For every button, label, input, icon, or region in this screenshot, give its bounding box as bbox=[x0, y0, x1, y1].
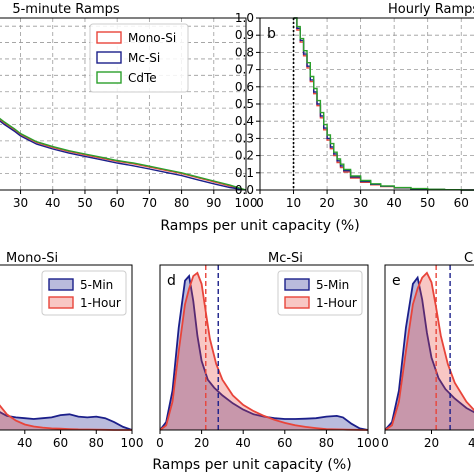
y-tick-label: 1.0 bbox=[235, 11, 254, 25]
legend-swatch-mc-si bbox=[96, 51, 122, 64]
title-mono-si: Mono-Si bbox=[6, 251, 58, 266]
x-tick-label: 70 bbox=[142, 196, 157, 210]
series-line-5-min bbox=[384, 275, 474, 431]
title-5min: 5-minute Ramps bbox=[12, 2, 120, 17]
x-tick-label: 100 bbox=[235, 196, 258, 210]
y-tick-label: 0.6 bbox=[235, 80, 254, 94]
x-tick-label: 100 bbox=[121, 436, 144, 450]
x-tick-label: 80 bbox=[89, 436, 104, 450]
y-tick-label: 0.3 bbox=[235, 131, 254, 145]
panel-letter: e bbox=[392, 273, 401, 289]
x-tick-label: 60 bbox=[53, 436, 68, 450]
legend-label-5-min: 5-Min bbox=[80, 278, 113, 292]
plot-frame bbox=[159, 264, 369, 431]
legend-swatch-mono-si bbox=[96, 31, 122, 44]
panel-hourly-cdf: 0 10 20 30 40 50 60 0.0 0.1 0.2 0.3 0.4 0.5 0.6 0.7 0.8… bbox=[235, 11, 474, 210]
series-line-1-hour bbox=[384, 271, 474, 431]
legend-box bbox=[41, 270, 127, 316]
x-tick-label: 10 bbox=[286, 196, 301, 210]
series-line-cdte bbox=[0, 117, 247, 191]
legend-swatch-1-hour bbox=[284, 296, 310, 309]
x-tick-label: 40 bbox=[45, 196, 60, 210]
plot-frame bbox=[0, 264, 133, 431]
y-tick-label: 0.0 bbox=[235, 183, 254, 197]
x-tick-label: 30 bbox=[13, 196, 28, 210]
x-tick-label: 40( bbox=[468, 436, 474, 450]
legend-label-1-hour: 1-Hour bbox=[316, 296, 357, 310]
x-tick-label: 50 bbox=[420, 196, 435, 210]
xlabel-bottom: Ramps per unit capacity (%) bbox=[152, 457, 351, 473]
legend-box bbox=[277, 270, 363, 316]
xlabel-top: Ramps per unit capacity (%) bbox=[160, 218, 359, 234]
series-fill-1-hour bbox=[0, 405, 132, 430]
plot-frame bbox=[0, 17, 247, 191]
legend-label-cdte: CdTe bbox=[128, 71, 157, 85]
panel-5min-cdf: 30 40 50 60 70 80 90 100 Mono-Si Mc-Si CdTe bbox=[0, 17, 258, 210]
y-tick-label: 0.5 bbox=[235, 97, 254, 111]
legend-label-5-min: 5-Min bbox=[316, 278, 349, 292]
x-tick-label: 0 bbox=[381, 436, 389, 450]
legend-swatch-5-min bbox=[48, 278, 74, 291]
series-line-1-hour bbox=[159, 271, 369, 431]
panel-letter: d bbox=[167, 273, 176, 289]
x-tick-label: 40 bbox=[17, 436, 32, 450]
x-tick-label: 40 bbox=[387, 196, 402, 210]
y-tick-label: 0.1 bbox=[235, 166, 254, 180]
legend-label-mono-si: Mono-Si bbox=[128, 31, 176, 45]
legend-swatch-cdte bbox=[96, 71, 122, 84]
y-tick-label: 0.4 bbox=[235, 114, 254, 128]
panel-mono-si-kde: 40 60 80 100 5-Min 1-Hour bbox=[0, 264, 144, 450]
series-fill-1-hour bbox=[160, 272, 368, 430]
series-line-5-min bbox=[159, 273, 369, 431]
x-tick-label: 0 bbox=[156, 436, 164, 450]
x-tick-label: 20 bbox=[319, 196, 334, 210]
x-tick-label: 30 bbox=[353, 196, 368, 210]
x-tick-label: 90 bbox=[206, 196, 221, 210]
legend-swatch-5-min bbox=[284, 278, 310, 291]
x-tick-label: 20 bbox=[424, 436, 439, 450]
series-fill-5-min bbox=[385, 277, 474, 430]
title-mc-si: Mc-Si bbox=[268, 251, 303, 266]
legend-label-mc-si: Mc-Si bbox=[128, 51, 160, 65]
legend-label-1-hour: 1-Hour bbox=[80, 296, 121, 310]
y-tick-label: 0.8 bbox=[235, 45, 254, 59]
x-tick-label: 100 bbox=[357, 436, 380, 450]
x-tick-label: 0 bbox=[256, 196, 264, 210]
y-tick-label: 0.9 bbox=[235, 28, 254, 42]
x-tick-label: 20 bbox=[194, 436, 209, 450]
series-line-5-min bbox=[0, 411, 133, 431]
panel-cdte-kde: 0 20 40( e bbox=[381, 264, 474, 450]
y-tick-label: 0.2 bbox=[235, 149, 254, 163]
panel-letter: b bbox=[267, 26, 276, 42]
legend-swatch-1-hour bbox=[48, 296, 74, 309]
x-tick-label: 80 bbox=[174, 196, 189, 210]
x-tick-label: 60 bbox=[277, 436, 292, 450]
x-tick-label: 50 bbox=[77, 196, 92, 210]
title-hourly: Hourly Ramps bbox=[388, 2, 474, 17]
x-tick-label: 40 bbox=[236, 436, 251, 450]
panel-mc-si-kde: 0 20 40 60 80 100 d 5-Min 1-Hour bbox=[156, 264, 380, 450]
series-fill-5-min bbox=[160, 276, 368, 430]
title-cdte: C bbox=[464, 251, 473, 266]
x-tick-label: 80 bbox=[319, 436, 334, 450]
series-line-mc-si bbox=[0, 120, 247, 191]
y-tick-label: 0.7 bbox=[235, 63, 254, 77]
x-tick-label: 60 bbox=[454, 196, 469, 210]
x-tick-label: 60 bbox=[110, 196, 125, 210]
series-fill-1-hour bbox=[385, 272, 474, 430]
series-line-cdte bbox=[293, 17, 474, 191]
